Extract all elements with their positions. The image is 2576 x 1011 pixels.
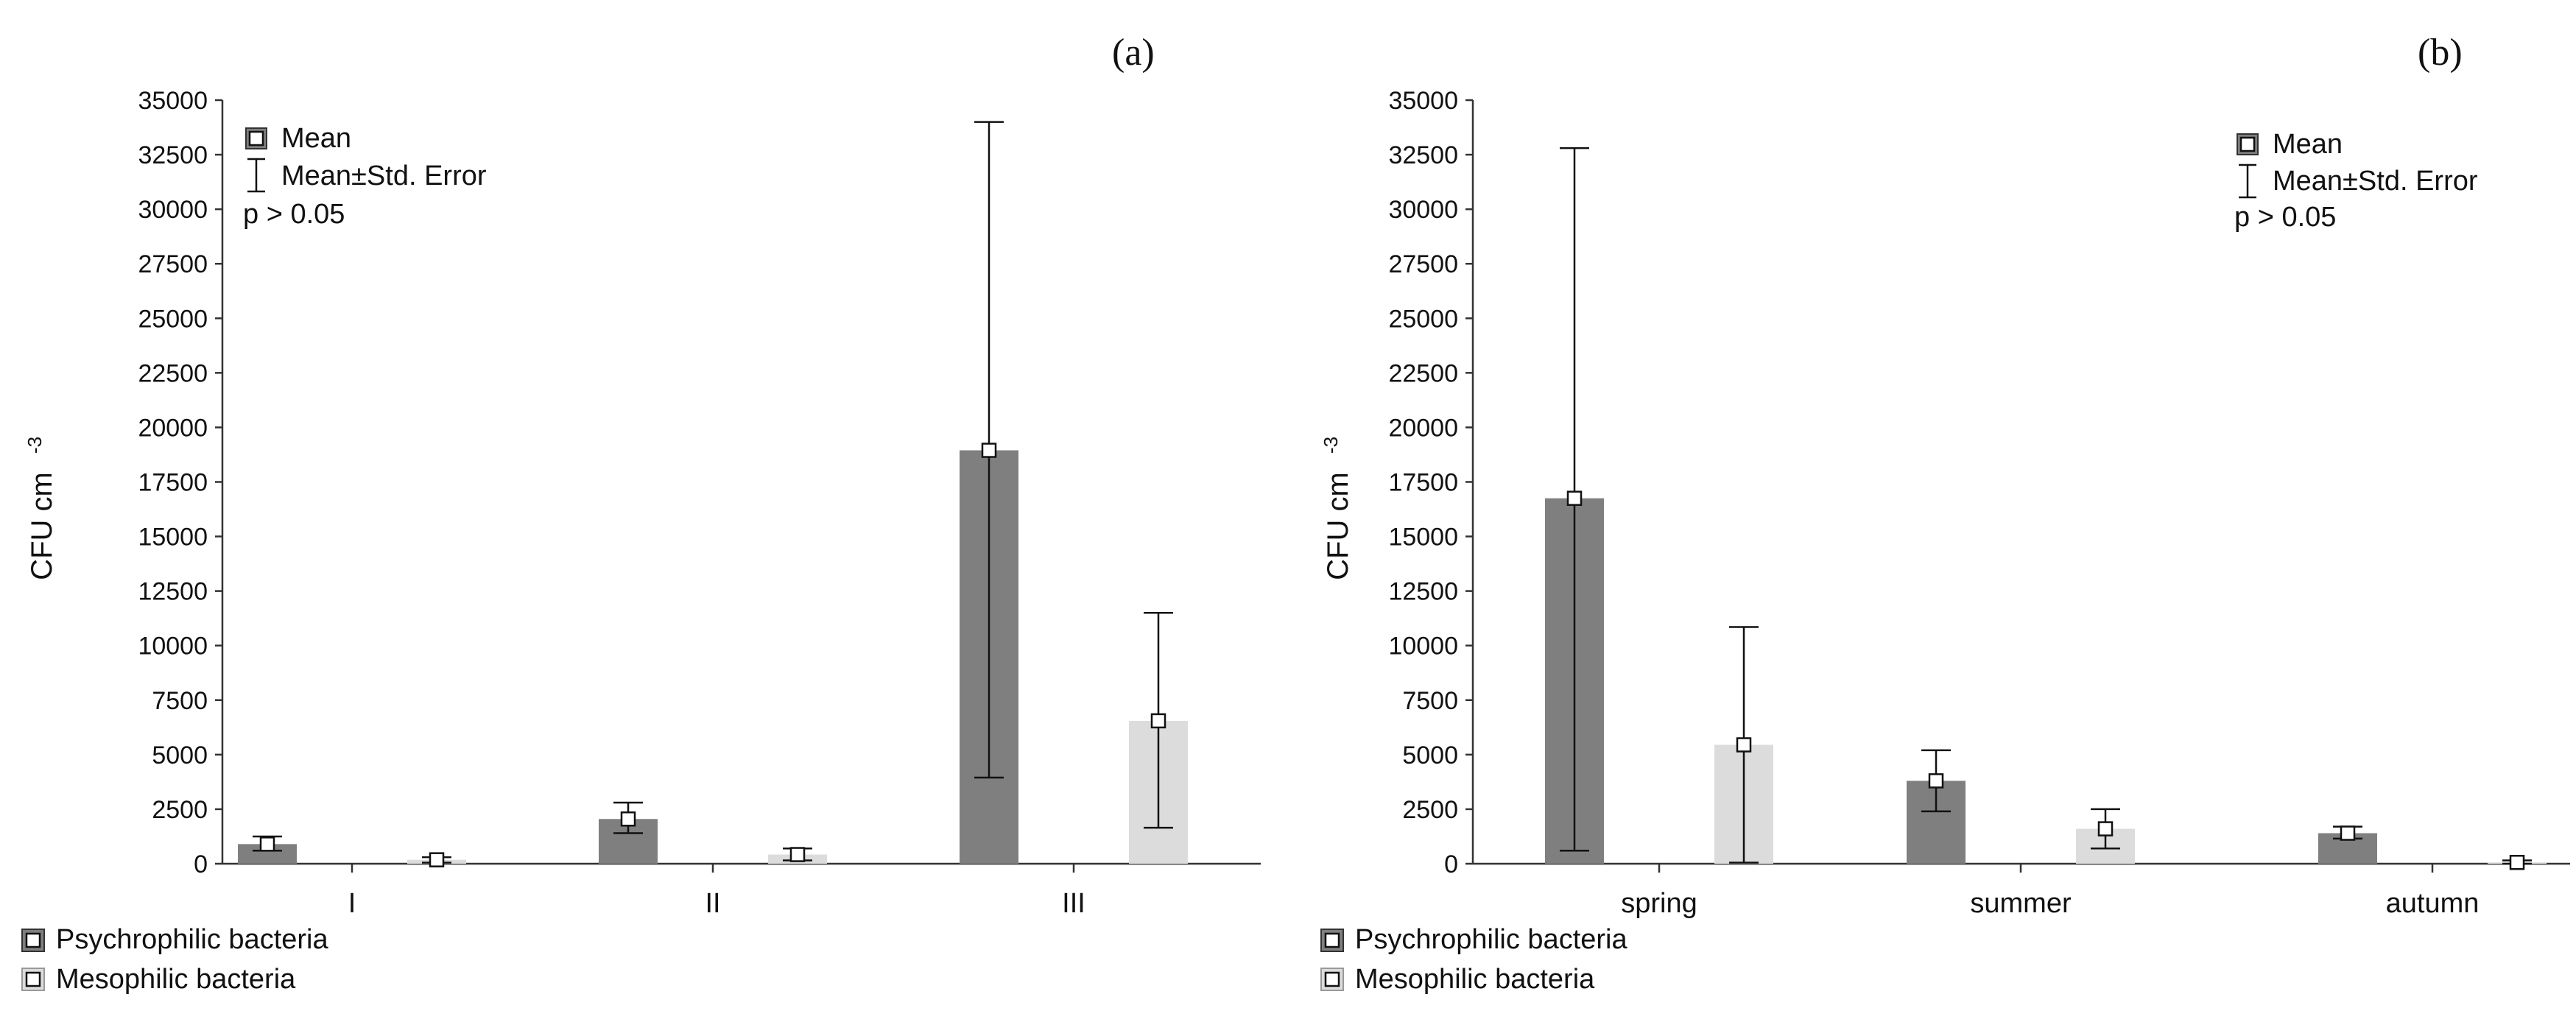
panel-b-series-legend-mesophilic: Mesophilic bacteria (1355, 964, 1595, 995)
panel-b-y-tick-label: 35000 (1388, 87, 1458, 115)
panel-b-y-tick-label: 20000 (1388, 414, 1458, 442)
panel-b-mean-marker (1736, 737, 1752, 753)
panel-b-y-tick-label: 12500 (1388, 578, 1458, 606)
panel-a-y-tick-label: 10000 (138, 633, 208, 661)
panel-b-legend-swatch-marker-icon (1324, 971, 1340, 987)
panel-a-pvalue-note: p > 0.05 (243, 199, 345, 230)
panel-a-y-tick-label: 12500 (138, 578, 208, 606)
panel-a-y-tick-label: 32500 (138, 141, 208, 169)
panel-a-y-axis-title: CFU cm (26, 472, 58, 580)
panel-b-label: (b) (2418, 32, 2463, 74)
panel-b-mean-marker (1566, 490, 1583, 506)
panel-b-y-tick-label: 5000 (1402, 741, 1458, 769)
panel-a-mean-marker (789, 847, 806, 862)
panel-a-legend-se-label: Mean±Std. Error (281, 161, 487, 191)
panel-a-series-legend-mesophilic: Mesophilic bacteria (56, 964, 296, 995)
panel-a-y-tick-label: 35000 (138, 87, 208, 115)
panel-a-mean-marker (429, 852, 445, 867)
panel-b-y-tick-label: 10000 (1388, 633, 1458, 661)
panel-a-y-tick-label: 27500 (138, 250, 208, 278)
panel-a-mean-marker (259, 836, 275, 852)
panel-b-pvalue-note: p > 0.05 (2234, 202, 2336, 233)
panel-b-y-tick-label: 30000 (1388, 196, 1458, 224)
panel-b-y-axis-title-superscript: -3 (1320, 437, 1342, 454)
panel-b-mean-marker (2097, 821, 2114, 836)
panel-a-x-tick-label: II (705, 888, 720, 919)
panel-a-y-tick-label: 15000 (138, 524, 208, 552)
panel-b-x-tick-label: summer (1970, 888, 2072, 919)
panel-a-y-tick-label: 30000 (138, 196, 208, 224)
panel-a-y-tick-label: 17500 (138, 469, 208, 497)
panel-a-legend-mean-label: Mean (281, 123, 351, 154)
panel-a-mean-marker (981, 443, 997, 458)
panel-a-x-tick-label: III (1062, 888, 1085, 919)
panel-b-legend-se-label: Mean±Std. Error (2273, 166, 2478, 197)
panel-a-y-axis-title-superscript: -3 (24, 437, 46, 454)
panel-a-y-tick-label: 22500 (138, 359, 208, 387)
panel-b-mean-marker (2340, 825, 2356, 841)
panel-a-y-tick-label: 5000 (152, 741, 208, 769)
panel-b-y-tick-label: 0 (1444, 850, 1458, 878)
panel-b-y-tick-label: 27500 (1388, 250, 1458, 278)
panel-a-y-tick-label: 2500 (152, 796, 208, 824)
panel-a-legend-swatch-marker-icon (25, 932, 41, 948)
panel-b-series-legend-psychrophilic: Psychrophilic bacteria (1355, 924, 1627, 955)
panel-b-y-tick-label: 22500 (1388, 359, 1458, 387)
panel-a-legend-mean-marker-icon (248, 130, 264, 147)
panel-b-legend-mean-marker-icon (2239, 136, 2256, 152)
panel-b-legend-swatch-marker-icon (1324, 932, 1340, 948)
panel-b-mean-marker (1928, 773, 1944, 789)
panel-b-y-tick-label: 32500 (1388, 141, 1458, 169)
panel-b-y-tick-label: 7500 (1402, 687, 1458, 715)
panel-a-mean-marker (620, 811, 636, 827)
panel-b-y-tick-label: 2500 (1402, 796, 1458, 824)
panel-a-series-legend-psychrophilic: Psychrophilic bacteria (56, 924, 328, 955)
panel-a-x-tick-label: I (348, 888, 356, 919)
panel-a-mean-marker (1150, 713, 1166, 729)
panel-b-y-tick-label: 17500 (1388, 469, 1458, 497)
panel-a-legend-swatch-marker-icon (25, 971, 41, 987)
panel-b-x-tick-label: autumn (2386, 888, 2480, 919)
panel-a-label: (a) (1112, 32, 1155, 74)
panel-b-y-tick-label: 25000 (1388, 305, 1458, 333)
panel-b-mean-marker (2509, 854, 2525, 870)
panel-a-y-tick-label: 25000 (138, 305, 208, 333)
panel-a-y-tick-label: 7500 (152, 687, 208, 715)
panel-a-y-tick-label: 20000 (138, 414, 208, 442)
panel-b-y-tick-label: 15000 (1388, 524, 1458, 552)
panel-b-y-axis-title: CFU cm (1322, 472, 1354, 580)
panel-b-legend-mean-label: Mean (2273, 129, 2343, 160)
panel-a-y-tick-label: 0 (194, 850, 208, 878)
panel-b-x-tick-label: spring (1621, 888, 1697, 919)
